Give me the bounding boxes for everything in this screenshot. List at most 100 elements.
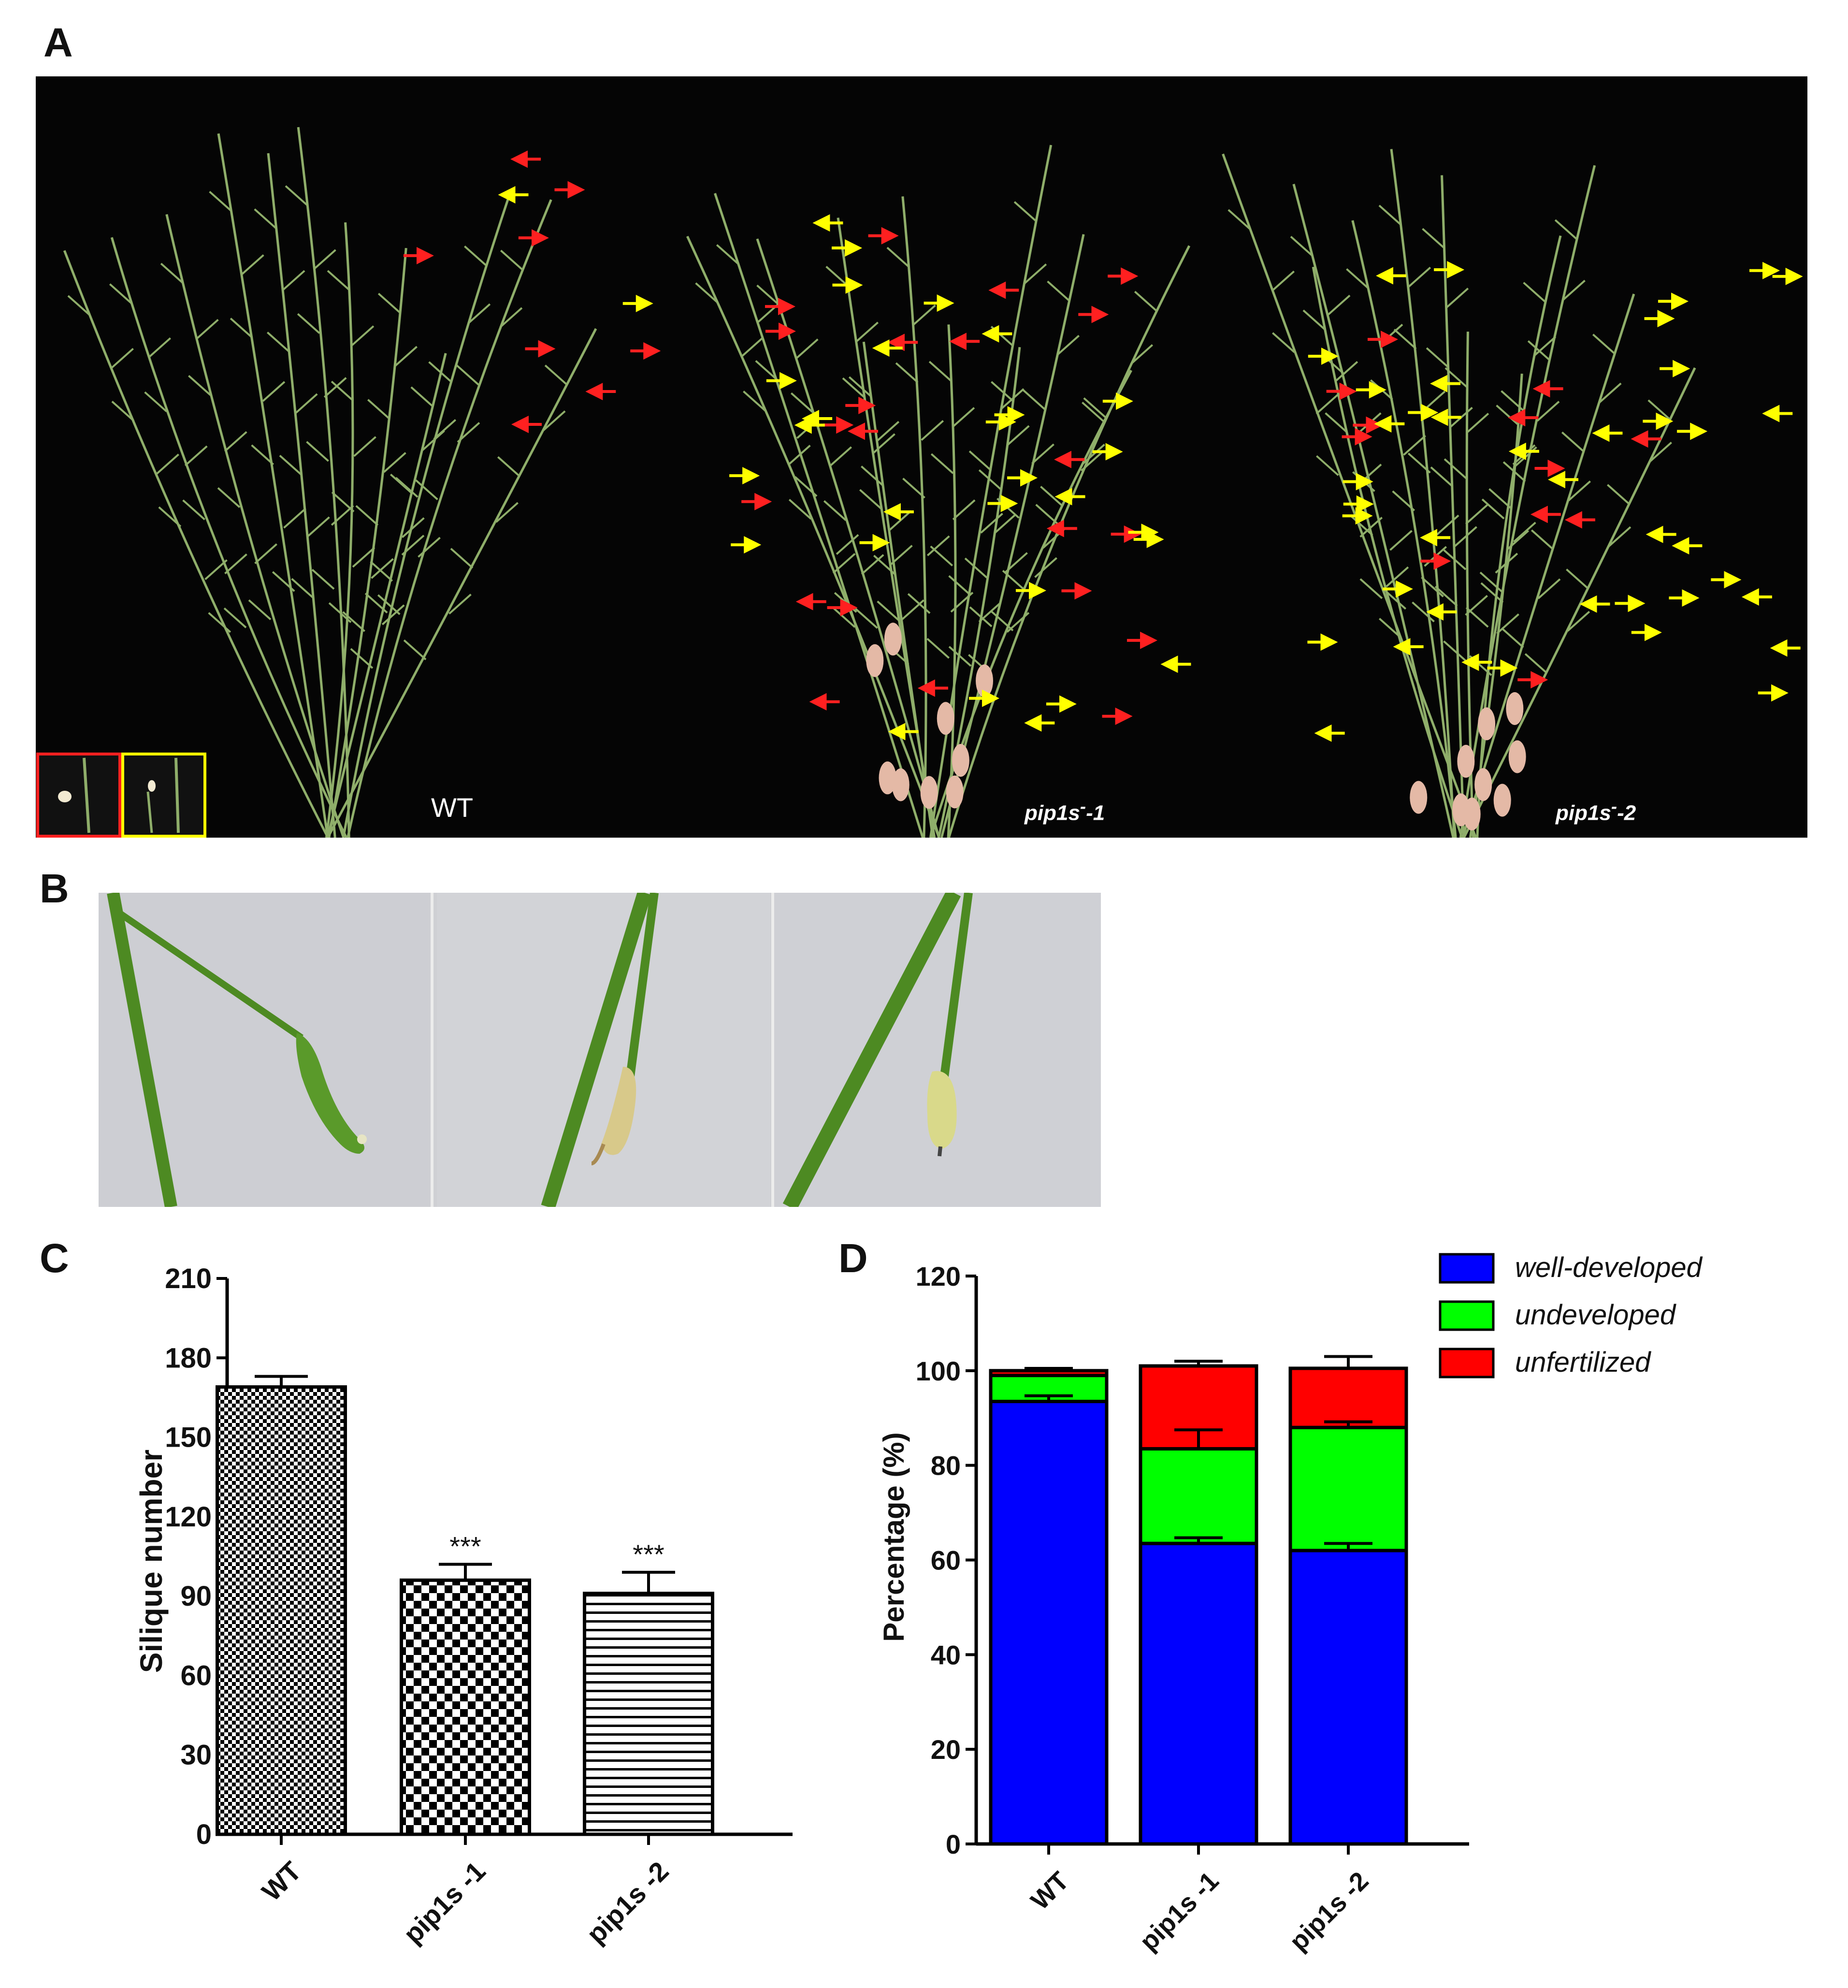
silique [895, 362, 919, 383]
silique [861, 465, 884, 487]
silique [755, 360, 779, 381]
pip1s-2-label-base: pip1s [1556, 801, 1611, 825]
silique [855, 608, 878, 629]
plant-stem [1351, 220, 1457, 838]
silique [306, 441, 329, 462]
plant-stem [325, 222, 354, 838]
plant-stem [686, 235, 940, 838]
silique [224, 553, 247, 575]
silique [980, 513, 1003, 534]
silique [188, 375, 211, 396]
silique [1005, 552, 1028, 573]
silique [1083, 397, 1107, 419]
silique [144, 391, 167, 412]
d-legend-swatch-well-developed [1439, 1253, 1495, 1284]
c-y-tick-label: 120 [165, 1501, 212, 1533]
silique [859, 489, 882, 510]
silique [184, 445, 208, 466]
silique [1466, 413, 1489, 434]
silique [156, 453, 179, 475]
silique [1006, 425, 1030, 446]
silique [248, 599, 272, 621]
silique [294, 393, 318, 414]
plant-stem [342, 194, 511, 838]
silique [1465, 607, 1489, 628]
silique [331, 491, 355, 512]
silique [291, 578, 314, 599]
silique [1647, 399, 1671, 421]
silique [1358, 412, 1382, 434]
silique [209, 191, 232, 212]
silique [160, 262, 184, 284]
plant-stem [326, 353, 447, 838]
silique [307, 516, 330, 537]
silique [467, 303, 491, 324]
plant-stem [901, 196, 927, 838]
silique [410, 386, 434, 407]
plant-stem [63, 250, 329, 838]
silique [921, 420, 944, 441]
silique [877, 600, 900, 622]
silique [926, 638, 950, 659]
silique [1426, 347, 1449, 368]
silique [254, 543, 277, 565]
silique [327, 270, 350, 291]
silique [991, 381, 1014, 402]
silique [182, 499, 205, 521]
silique [377, 292, 401, 314]
dry-leaf [976, 664, 994, 697]
silique-closeup-panel [99, 893, 1101, 1207]
silique [1649, 441, 1672, 463]
silique [1327, 294, 1351, 316]
silique [1523, 282, 1546, 303]
silique [1082, 402, 1105, 423]
plant-stem [267, 153, 336, 838]
silique [370, 561, 393, 582]
silique [111, 348, 134, 369]
silique [223, 607, 247, 628]
d-y-tick-label: 40 [931, 1640, 961, 1670]
silique [1022, 389, 1046, 410]
silique [311, 569, 335, 590]
silique [926, 535, 950, 556]
silique [788, 445, 811, 466]
silique [964, 557, 988, 579]
d-bar-segment-unfertilized [1288, 1366, 1408, 1429]
silique [716, 244, 739, 265]
plant-stem [1222, 153, 1477, 838]
silique [1554, 219, 1578, 240]
d-y-tick-label: 20 [931, 1734, 961, 1765]
d-bar-segment-unfertilized [1139, 1364, 1258, 1451]
silique [544, 364, 568, 386]
d-bar-segment-well-developed [1288, 1549, 1408, 1846]
d-bar-segment-undeveloped [1139, 1447, 1258, 1545]
silique [876, 421, 900, 442]
silique [1444, 458, 1467, 479]
silique [1567, 610, 1590, 632]
silique [285, 185, 308, 206]
silique [383, 452, 406, 473]
d-legend-swatch-unfertilized [1439, 1348, 1495, 1379]
d-x-tick-label: WT [1025, 1866, 1075, 1915]
silique [456, 364, 479, 386]
wt-label: WT [431, 792, 474, 823]
silique [433, 419, 457, 440]
silique-closeup-illustration [99, 893, 1101, 1207]
d-x-tick-label: pip1s -2 [1284, 1866, 1374, 1957]
silique [224, 431, 247, 452]
silique [428, 361, 451, 382]
plant-stem [1476, 235, 1562, 838]
silique [1408, 266, 1431, 288]
silique [1598, 382, 1622, 404]
silique [355, 505, 379, 526]
silique [1002, 570, 1025, 591]
plant-stem [110, 237, 347, 838]
silique [930, 453, 954, 474]
dry-leaf [1474, 768, 1492, 801]
d-bar-segment-well-developed [1139, 1541, 1258, 1846]
silique [1592, 334, 1616, 355]
silique [1479, 571, 1503, 593]
c-y-tick-label: 210 [165, 1263, 212, 1294]
silique [1496, 613, 1519, 635]
silique [1513, 522, 1536, 543]
